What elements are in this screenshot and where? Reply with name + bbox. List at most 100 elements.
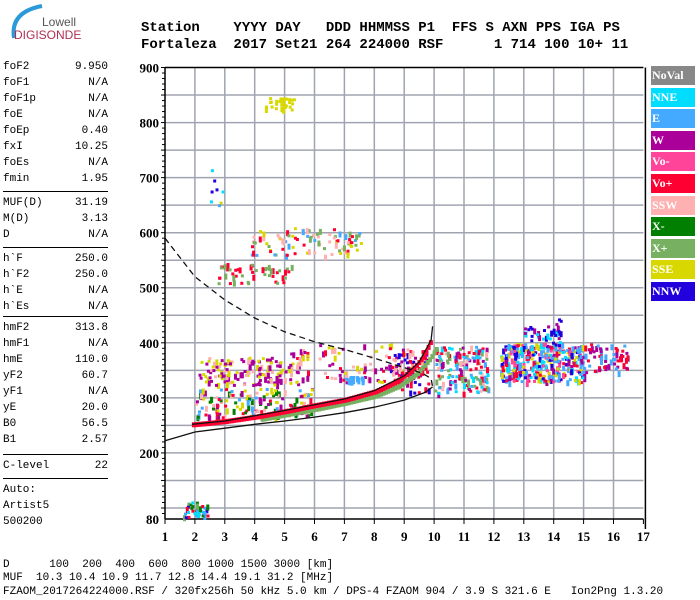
echo-point (356, 376, 360, 380)
echo-trace-point (388, 387, 393, 393)
echo-point (538, 335, 542, 342)
echo-point (512, 345, 516, 349)
param-row: M(D) 3.13 (3, 213, 108, 227)
echo-trace-point (196, 421, 201, 427)
echo-point (481, 349, 485, 353)
echo-point (353, 239, 357, 243)
x-tick-label: 15 (577, 529, 591, 544)
echo-trace-point (249, 415, 254, 421)
legend-item: Vo+ (651, 174, 695, 193)
echo-trace-point (336, 402, 341, 408)
echo-trace-point (272, 414, 277, 420)
echo-point (554, 345, 558, 352)
echo-point (344, 251, 347, 255)
echo-point (548, 358, 552, 362)
echo-trace-point (395, 379, 400, 385)
echo-point (577, 350, 581, 354)
echo-point (286, 230, 290, 237)
echo-point (218, 374, 222, 378)
echo-point (551, 375, 555, 382)
echo-point (213, 361, 216, 368)
echo-point (394, 358, 398, 362)
echo-point (521, 353, 524, 357)
echo-point (261, 357, 265, 361)
echo-point (346, 241, 350, 245)
echo-point (453, 381, 457, 385)
echo-point (208, 376, 212, 380)
echo-trace-point (419, 357, 424, 363)
echo-point (556, 325, 560, 332)
echo-point (575, 364, 579, 368)
echo-point (284, 370, 288, 374)
echo-point (257, 375, 261, 379)
echo-point (505, 376, 509, 380)
echo-point (349, 379, 353, 383)
echo-trace-point (324, 404, 329, 410)
echo-point (545, 369, 549, 373)
echo-point (512, 346, 516, 352)
echo-point (483, 362, 487, 369)
echo-trace-point (292, 411, 297, 416)
echo-point (264, 405, 268, 409)
echo-point (210, 396, 214, 403)
echo-point (191, 509, 195, 513)
echo-point (298, 389, 302, 393)
x-tick-label: 11 (458, 529, 470, 544)
echo-point (557, 344, 561, 348)
echo-point (462, 362, 466, 366)
echo-point (479, 365, 483, 369)
echo-trace-point (383, 384, 388, 390)
echo-point (258, 236, 262, 243)
echo-point (451, 375, 455, 379)
echo-point (538, 353, 541, 357)
echo-point (248, 364, 252, 371)
echo-point (485, 377, 489, 384)
echo-point (568, 378, 572, 382)
echo-point (441, 375, 444, 379)
echo-point (288, 105, 292, 109)
echo-point (267, 245, 271, 248)
echo-point (596, 344, 600, 348)
echo-point (265, 388, 269, 391)
legend-item: E (651, 109, 695, 129)
echo-point (212, 369, 216, 373)
echo-trace-point (400, 382, 405, 388)
echo-point (513, 361, 517, 368)
echo-point (269, 402, 272, 406)
echo-trace-point (309, 407, 314, 413)
echo-point (274, 389, 277, 393)
echo-point (554, 357, 558, 361)
echo-point (504, 348, 508, 352)
echo-point (485, 352, 489, 358)
echo-point (283, 105, 287, 109)
echo-point (542, 342, 546, 346)
echo-point (510, 345, 513, 348)
echo-point (540, 350, 544, 357)
echo-trace-point (319, 402, 324, 408)
echo-point (212, 404, 216, 407)
echo-point (483, 375, 487, 382)
echo-trace-point (356, 394, 361, 400)
echo-point (607, 363, 611, 370)
echo-trace-point (312, 407, 316, 413)
echo-point (590, 343, 594, 347)
echo-point (283, 393, 287, 397)
divider (3, 247, 108, 248)
param-row: hmF2 313.8 (3, 322, 108, 336)
echo-point (242, 360, 246, 364)
echo-point (511, 349, 515, 353)
echo-point (296, 357, 300, 360)
echo-point (543, 379, 547, 383)
echo-point (548, 337, 552, 341)
echo-trace-point (354, 398, 359, 404)
echo-point (234, 268, 238, 272)
y-tick-label: 300 (140, 391, 160, 406)
echo-point (350, 241, 354, 245)
echo-point (355, 248, 359, 252)
echo-point (206, 377, 210, 381)
echo-point (244, 411, 247, 415)
echo-point (207, 359, 211, 363)
echo-point (454, 356, 458, 363)
echo-point (557, 373, 561, 380)
echo-point (217, 398, 221, 402)
